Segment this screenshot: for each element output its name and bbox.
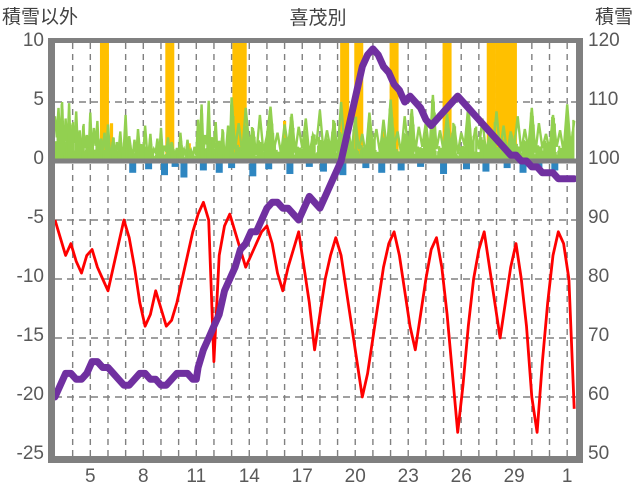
x-axis-tick: 29 — [503, 466, 525, 487]
right-axis-tick: 60 — [588, 384, 610, 405]
x-axis-tick: 11 — [186, 466, 207, 487]
x-axis-tick: 5 — [85, 466, 96, 487]
left-axis-tick: -10 — [16, 266, 44, 287]
right-axis-tick: 80 — [588, 266, 610, 287]
left-axis-tick: -15 — [16, 325, 44, 346]
left-axis-tick: 0 — [33, 148, 44, 169]
left-axis-tick-labels: 10 5 0 -5 -10 -15 -20 -25 — [0, 0, 44, 501]
x-axis-tick: 26 — [450, 466, 472, 487]
chart-title: 喜茂別 — [289, 8, 347, 29]
right-axis-title: 積雪 — [594, 7, 633, 28]
right-axis-tick: 110 — [588, 89, 619, 110]
x-axis-tick: 20 — [344, 466, 366, 487]
left-axis-title: 積雪以外 — [2, 7, 79, 28]
left-axis-tick: 10 — [22, 30, 44, 51]
x-axis-tick: 8 — [138, 466, 149, 487]
plot-area — [48, 38, 583, 463]
right-axis-tick: 50 — [588, 443, 610, 464]
x-axis-tick: 23 — [397, 466, 419, 487]
x-axis-tick: 17 — [291, 466, 313, 487]
left-axis-tick: -25 — [16, 443, 44, 464]
chart-canvas — [55, 43, 576, 456]
right-axis-tick-labels: 120 110 100 90 80 70 60 50 — [588, 0, 636, 501]
right-axis-tick: 100 — [588, 148, 620, 169]
right-axis-tick: 70 — [588, 325, 610, 346]
left-axis-tick: 5 — [33, 89, 44, 110]
left-axis-tick: -5 — [27, 207, 44, 228]
x-axis-tick: 14 — [238, 466, 260, 487]
plot-inner — [55, 43, 576, 456]
x-axis-tick: 1 — [561, 466, 573, 487]
right-axis-tick: 90 — [588, 207, 610, 228]
right-axis-tick: 120 — [588, 30, 620, 51]
left-axis-tick: -20 — [16, 384, 44, 405]
